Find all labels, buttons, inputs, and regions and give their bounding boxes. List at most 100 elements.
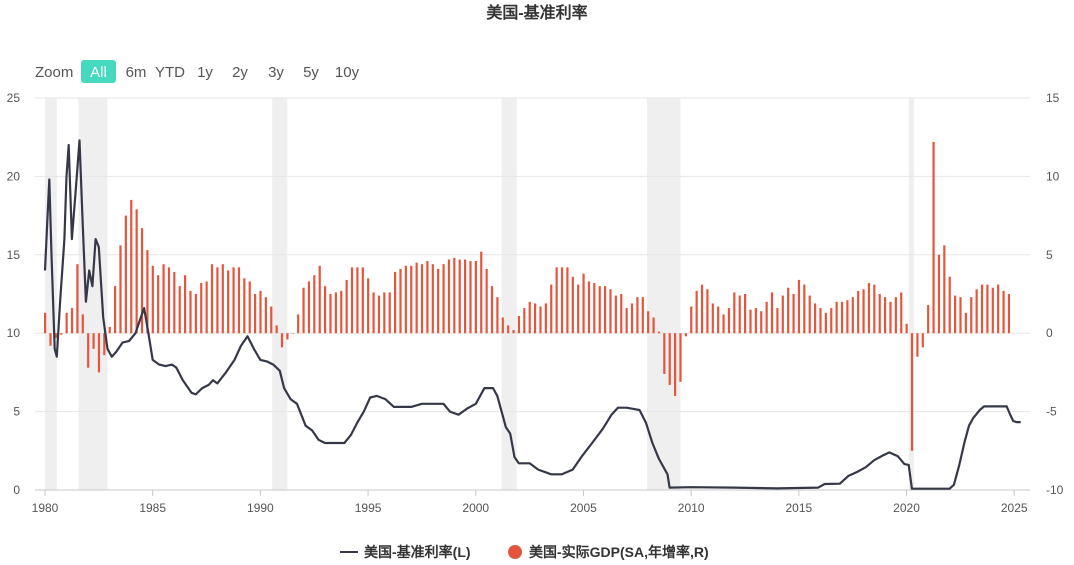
gdp-bar — [254, 294, 257, 334]
gdp-bar — [210, 264, 214, 334]
gdp-bar — [571, 276, 574, 334]
gdp-bar — [674, 333, 677, 396]
gdp-bar — [103, 333, 106, 356]
gdp-bar — [361, 267, 364, 334]
gdp-bar — [738, 295, 741, 334]
gdp-bar — [857, 290, 860, 334]
zoom-button-6m[interactable]: 6m — [126, 64, 147, 81]
gdp-bar — [711, 303, 714, 334]
gdp-bar — [873, 284, 876, 334]
legend-item-gdp[interactable]: 美国-实际GDP(SA,年增率,R) — [508, 544, 709, 560]
gdp-bar — [114, 286, 117, 334]
gdp-bar — [474, 261, 477, 334]
gdp-bar — [609, 289, 612, 334]
gdp-bar — [1002, 290, 1005, 334]
legend: 美国-基准利率(L) 美国-实际GDP(SA,年增率,R) — [340, 544, 709, 560]
gdp-bar — [232, 267, 235, 334]
gdp-bar — [846, 300, 849, 334]
gdp-bar — [560, 267, 564, 334]
gdp-bar — [641, 297, 644, 334]
gdp-bar — [916, 333, 919, 357]
gdp-bar — [722, 314, 725, 334]
legend-label-gdp: 美国-实际GDP(SA,年增率,R) — [529, 544, 709, 560]
gdp-bar — [275, 325, 278, 334]
gdp-bar — [340, 290, 343, 334]
gdp-bar — [587, 281, 591, 334]
gdp-bar — [792, 294, 795, 334]
x-tick-label: 2010 — [678, 501, 705, 515]
gdp-bar — [851, 297, 854, 334]
gdp-bar — [862, 289, 865, 334]
gdp-bar — [937, 254, 941, 334]
gdp-bar — [97, 333, 101, 373]
zoom-button-1y[interactable]: 1y — [197, 64, 213, 81]
y-left-tick-label: 10 — [7, 326, 21, 340]
gdp-bar — [291, 333, 294, 334]
zoom-button-ytd[interactable]: YTD — [155, 64, 185, 81]
chart-title: 美国-基准利率 — [486, 3, 587, 22]
gdp-bar — [803, 284, 806, 334]
gdp-bar — [458, 259, 461, 334]
recession-band — [272, 98, 288, 490]
zoom-button-2y[interactable]: 2y — [232, 64, 248, 81]
gdp-bar — [700, 284, 704, 334]
gdp-bar — [377, 295, 381, 334]
zoom-button-bg — [81, 60, 116, 83]
gdp-bar — [970, 297, 973, 334]
gdp-bar — [889, 301, 892, 334]
gdp-bar — [410, 265, 413, 334]
gdp-bar — [900, 292, 903, 334]
grid-lines — [35, 97, 1030, 491]
y-left-tick-label: 25 — [7, 91, 21, 105]
gdp-bar — [539, 306, 542, 334]
gdp-bar — [840, 301, 844, 334]
gdp-bar — [367, 278, 370, 334]
gdp-bar — [523, 308, 526, 334]
gdp-bar — [297, 314, 300, 334]
recession-band — [908, 98, 915, 490]
gdp-bar — [765, 301, 768, 334]
gdp-bar — [905, 323, 908, 334]
zoom-button-label: YTD — [155, 64, 185, 81]
gdp-bar — [781, 295, 784, 334]
gdp-bar — [146, 250, 149, 334]
gdp-bar — [997, 284, 1000, 334]
gdp-bar — [754, 308, 757, 334]
gdp-bar — [130, 199, 133, 334]
gdp-bar — [350, 267, 354, 334]
gdp-bar — [733, 292, 736, 334]
gdp-bar — [975, 289, 978, 334]
gdp-bar — [991, 287, 994, 334]
legend-item-rate[interactable]: 美国-基准利率(L) — [340, 544, 471, 560]
gdp-bar — [636, 297, 639, 334]
gdp-bar — [630, 303, 634, 334]
y-right-tick-label: 0 — [1046, 326, 1053, 340]
gdp-bar — [534, 303, 537, 334]
gdp-bar — [394, 272, 397, 334]
gdp-bar — [555, 267, 558, 334]
gdp-bar — [620, 294, 623, 334]
zoom-button-label: All — [90, 64, 107, 81]
zoom-button-10y[interactable]: 10y — [335, 64, 360, 81]
gdp-bar — [264, 297, 267, 334]
zoom-button-all[interactable]: All — [81, 60, 116, 83]
gdp-bar — [867, 283, 871, 334]
gdp-bar — [286, 333, 289, 340]
gdp-bar — [598, 286, 601, 334]
gdp-bar — [200, 283, 203, 334]
gdp-bar — [878, 294, 881, 334]
gdp-bar — [690, 306, 693, 334]
gdp-bar — [324, 286, 327, 334]
gdp-bar — [657, 331, 661, 334]
gdp-bar — [76, 264, 79, 334]
gdp-bar — [1007, 294, 1011, 334]
gdp-bar — [582, 273, 585, 334]
y-right-tick-label: 10 — [1046, 169, 1060, 183]
gdp-bar — [442, 264, 445, 334]
zoom-button-3y[interactable]: 3y — [268, 64, 284, 81]
gdp-bar — [550, 284, 553, 334]
gdp-bar — [307, 281, 311, 334]
zoom-button-5y[interactable]: 5y — [303, 64, 319, 81]
x-tick-label: 1980 — [32, 501, 59, 515]
